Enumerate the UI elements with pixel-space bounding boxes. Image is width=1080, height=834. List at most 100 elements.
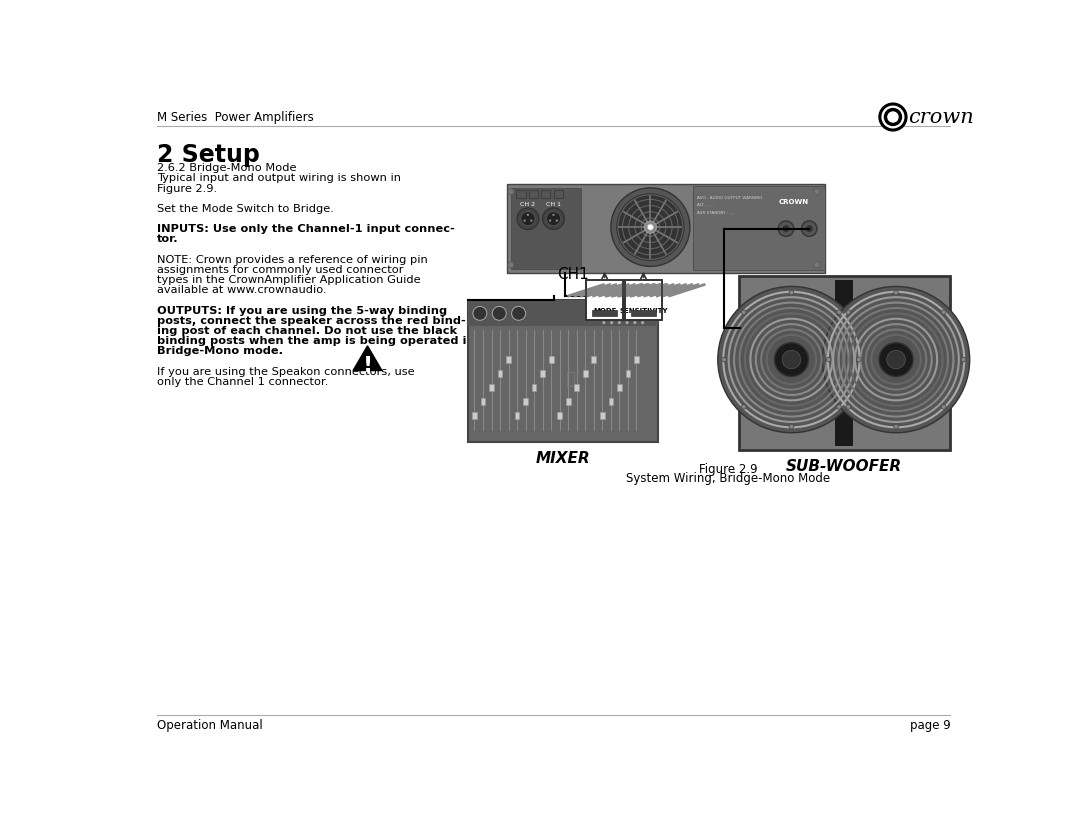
- Circle shape: [633, 307, 636, 310]
- Circle shape: [517, 208, 539, 229]
- Circle shape: [642, 321, 644, 324]
- Circle shape: [508, 188, 514, 195]
- Text: Set the Mode Switch to Bridge.: Set the Mode Switch to Bridge.: [157, 203, 334, 214]
- Text: Bridge-Mono mode.: Bridge-Mono mode.: [157, 346, 283, 356]
- FancyBboxPatch shape: [531, 384, 537, 391]
- Text: assignments for commonly used connector: assignments for commonly used connector: [157, 265, 403, 275]
- Circle shape: [846, 310, 851, 314]
- Text: AVR STANDBY - ...: AVR STANDBY - ...: [697, 211, 733, 215]
- Circle shape: [806, 225, 813, 233]
- FancyBboxPatch shape: [634, 356, 638, 364]
- FancyBboxPatch shape: [540, 370, 545, 377]
- Circle shape: [647, 224, 653, 230]
- FancyBboxPatch shape: [631, 309, 656, 316]
- Circle shape: [837, 404, 841, 409]
- Circle shape: [530, 219, 532, 222]
- Circle shape: [549, 219, 551, 222]
- Circle shape: [888, 112, 897, 122]
- Circle shape: [887, 350, 905, 369]
- Circle shape: [527, 214, 529, 216]
- Circle shape: [942, 404, 946, 409]
- Circle shape: [512, 306, 526, 320]
- FancyBboxPatch shape: [507, 184, 825, 273]
- FancyBboxPatch shape: [557, 412, 562, 419]
- Circle shape: [524, 219, 526, 222]
- FancyBboxPatch shape: [625, 370, 631, 377]
- Text: only the Channel 1 connector.: only the Channel 1 connector.: [157, 377, 328, 387]
- Text: page 9: page 9: [909, 719, 950, 731]
- Circle shape: [742, 310, 746, 314]
- Text: tor.: tor.: [157, 234, 178, 244]
- FancyBboxPatch shape: [549, 356, 554, 364]
- Text: MIXER: MIXER: [536, 451, 591, 466]
- Text: CROWN: CROWN: [779, 199, 809, 205]
- Circle shape: [856, 357, 861, 362]
- FancyBboxPatch shape: [489, 384, 494, 391]
- Text: SUB-WOOFER: SUB-WOOFER: [786, 459, 902, 474]
- FancyBboxPatch shape: [511, 188, 581, 269]
- Circle shape: [789, 425, 794, 429]
- Circle shape: [779, 221, 794, 236]
- Circle shape: [610, 321, 613, 324]
- Text: 2 Setup: 2 Setup: [157, 143, 259, 167]
- Text: CH 1: CH 1: [546, 203, 561, 208]
- Text: Operation Manual: Operation Manual: [157, 719, 262, 731]
- Text: INPUTS: Use only the Channel-1 input connec-: INPUTS: Use only the Channel-1 input con…: [157, 224, 455, 234]
- Text: crown: crown: [908, 108, 974, 127]
- Circle shape: [774, 343, 809, 376]
- Circle shape: [894, 290, 899, 295]
- Circle shape: [521, 212, 535, 225]
- FancyBboxPatch shape: [524, 398, 528, 405]
- Circle shape: [625, 314, 629, 317]
- Circle shape: [625, 307, 629, 310]
- Circle shape: [603, 307, 606, 310]
- Circle shape: [879, 343, 913, 376]
- Circle shape: [542, 208, 565, 229]
- Circle shape: [610, 314, 613, 317]
- Circle shape: [642, 307, 644, 310]
- Text: Figure 2.9.: Figure 2.9.: [157, 183, 217, 193]
- Circle shape: [618, 321, 621, 324]
- Text: ing post of each channel. Do not use the black: ing post of each channel. Do not use the…: [157, 326, 457, 336]
- Circle shape: [882, 106, 904, 128]
- Circle shape: [742, 404, 746, 409]
- Circle shape: [473, 306, 487, 320]
- Circle shape: [814, 188, 820, 195]
- Circle shape: [616, 193, 685, 262]
- Text: MODE: MODE: [593, 308, 617, 314]
- Circle shape: [718, 286, 865, 433]
- Circle shape: [961, 357, 966, 362]
- FancyBboxPatch shape: [529, 190, 538, 198]
- Circle shape: [846, 404, 851, 409]
- Text: 2.6.2 Bridge-Mono Mode: 2.6.2 Bridge-Mono Mode: [157, 163, 296, 173]
- Circle shape: [826, 357, 831, 362]
- Text: Figure 2.9: Figure 2.9: [699, 463, 757, 475]
- Text: available at www.crownaudio.: available at www.crownaudio.: [157, 285, 326, 295]
- Circle shape: [611, 188, 690, 266]
- FancyBboxPatch shape: [498, 370, 502, 377]
- FancyBboxPatch shape: [693, 186, 825, 270]
- Circle shape: [492, 306, 507, 320]
- Text: CH1: CH1: [557, 267, 589, 282]
- Circle shape: [546, 212, 561, 225]
- Text: M Series  Power Amplifiers: M Series Power Amplifiers: [157, 111, 313, 123]
- Circle shape: [879, 103, 907, 131]
- Circle shape: [782, 225, 789, 233]
- FancyBboxPatch shape: [600, 412, 605, 419]
- Polygon shape: [889, 114, 896, 119]
- Text: CH 2: CH 2: [521, 203, 536, 208]
- Circle shape: [633, 321, 636, 324]
- Text: OUTPUTS: If you are using the 5-way binding: OUTPUTS: If you are using the 5-way bind…: [157, 305, 447, 315]
- Text: NOTE: Crown provides a reference of wiring pin: NOTE: Crown provides a reference of wiri…: [157, 254, 428, 264]
- FancyBboxPatch shape: [507, 356, 511, 364]
- Circle shape: [603, 314, 606, 317]
- Circle shape: [837, 310, 841, 314]
- Circle shape: [633, 314, 636, 317]
- Polygon shape: [353, 346, 382, 370]
- FancyBboxPatch shape: [625, 280, 662, 320]
- FancyBboxPatch shape: [516, 190, 526, 198]
- Circle shape: [801, 221, 816, 236]
- Text: !: !: [363, 356, 373, 376]
- Circle shape: [782, 350, 800, 369]
- FancyBboxPatch shape: [566, 398, 570, 405]
